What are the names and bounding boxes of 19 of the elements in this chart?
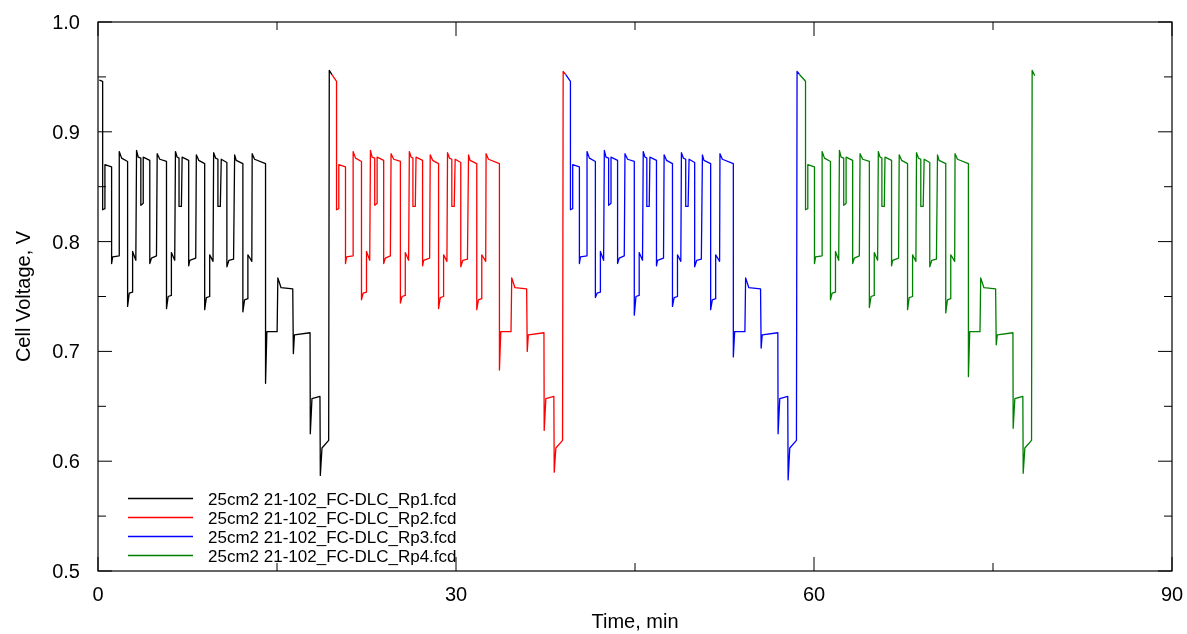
- line-series: [565, 70, 801, 481]
- x-tick-label: 60: [802, 583, 826, 605]
- x-axis-title: Time, min: [591, 610, 679, 632]
- y-axis-title: Cell Voltage, V: [12, 230, 34, 363]
- y-tick-label: 0.5: [52, 560, 80, 582]
- legend-label: 25cm2 21-102_FC-DLC_Rp2.fcd: [208, 508, 457, 528]
- y-tick-label: 0.7: [52, 340, 80, 363]
- y-tick-label: 0.8: [52, 230, 80, 253]
- x-tick-label: 0: [92, 583, 104, 605]
- legend-label: 25cm2 21-102_FC-DLC_Rp4.fcd: [208, 546, 457, 566]
- x-tick-label: 30: [444, 583, 468, 605]
- line-series: [331, 70, 567, 473]
- y-tick-label: 0.9: [52, 120, 80, 143]
- y-tick-label: 0.6: [52, 450, 80, 473]
- line-series: [799, 69, 1036, 474]
- x-tick-label: 90: [1160, 583, 1184, 605]
- legend-label: 25cm2 21-102_FC-DLC_Rp1.fcd: [208, 489, 457, 509]
- legend-label: 25cm2 21-102_FC-DLC_Rp3.fcd: [208, 527, 457, 547]
- y-tick-label: 1.0: [52, 11, 80, 33]
